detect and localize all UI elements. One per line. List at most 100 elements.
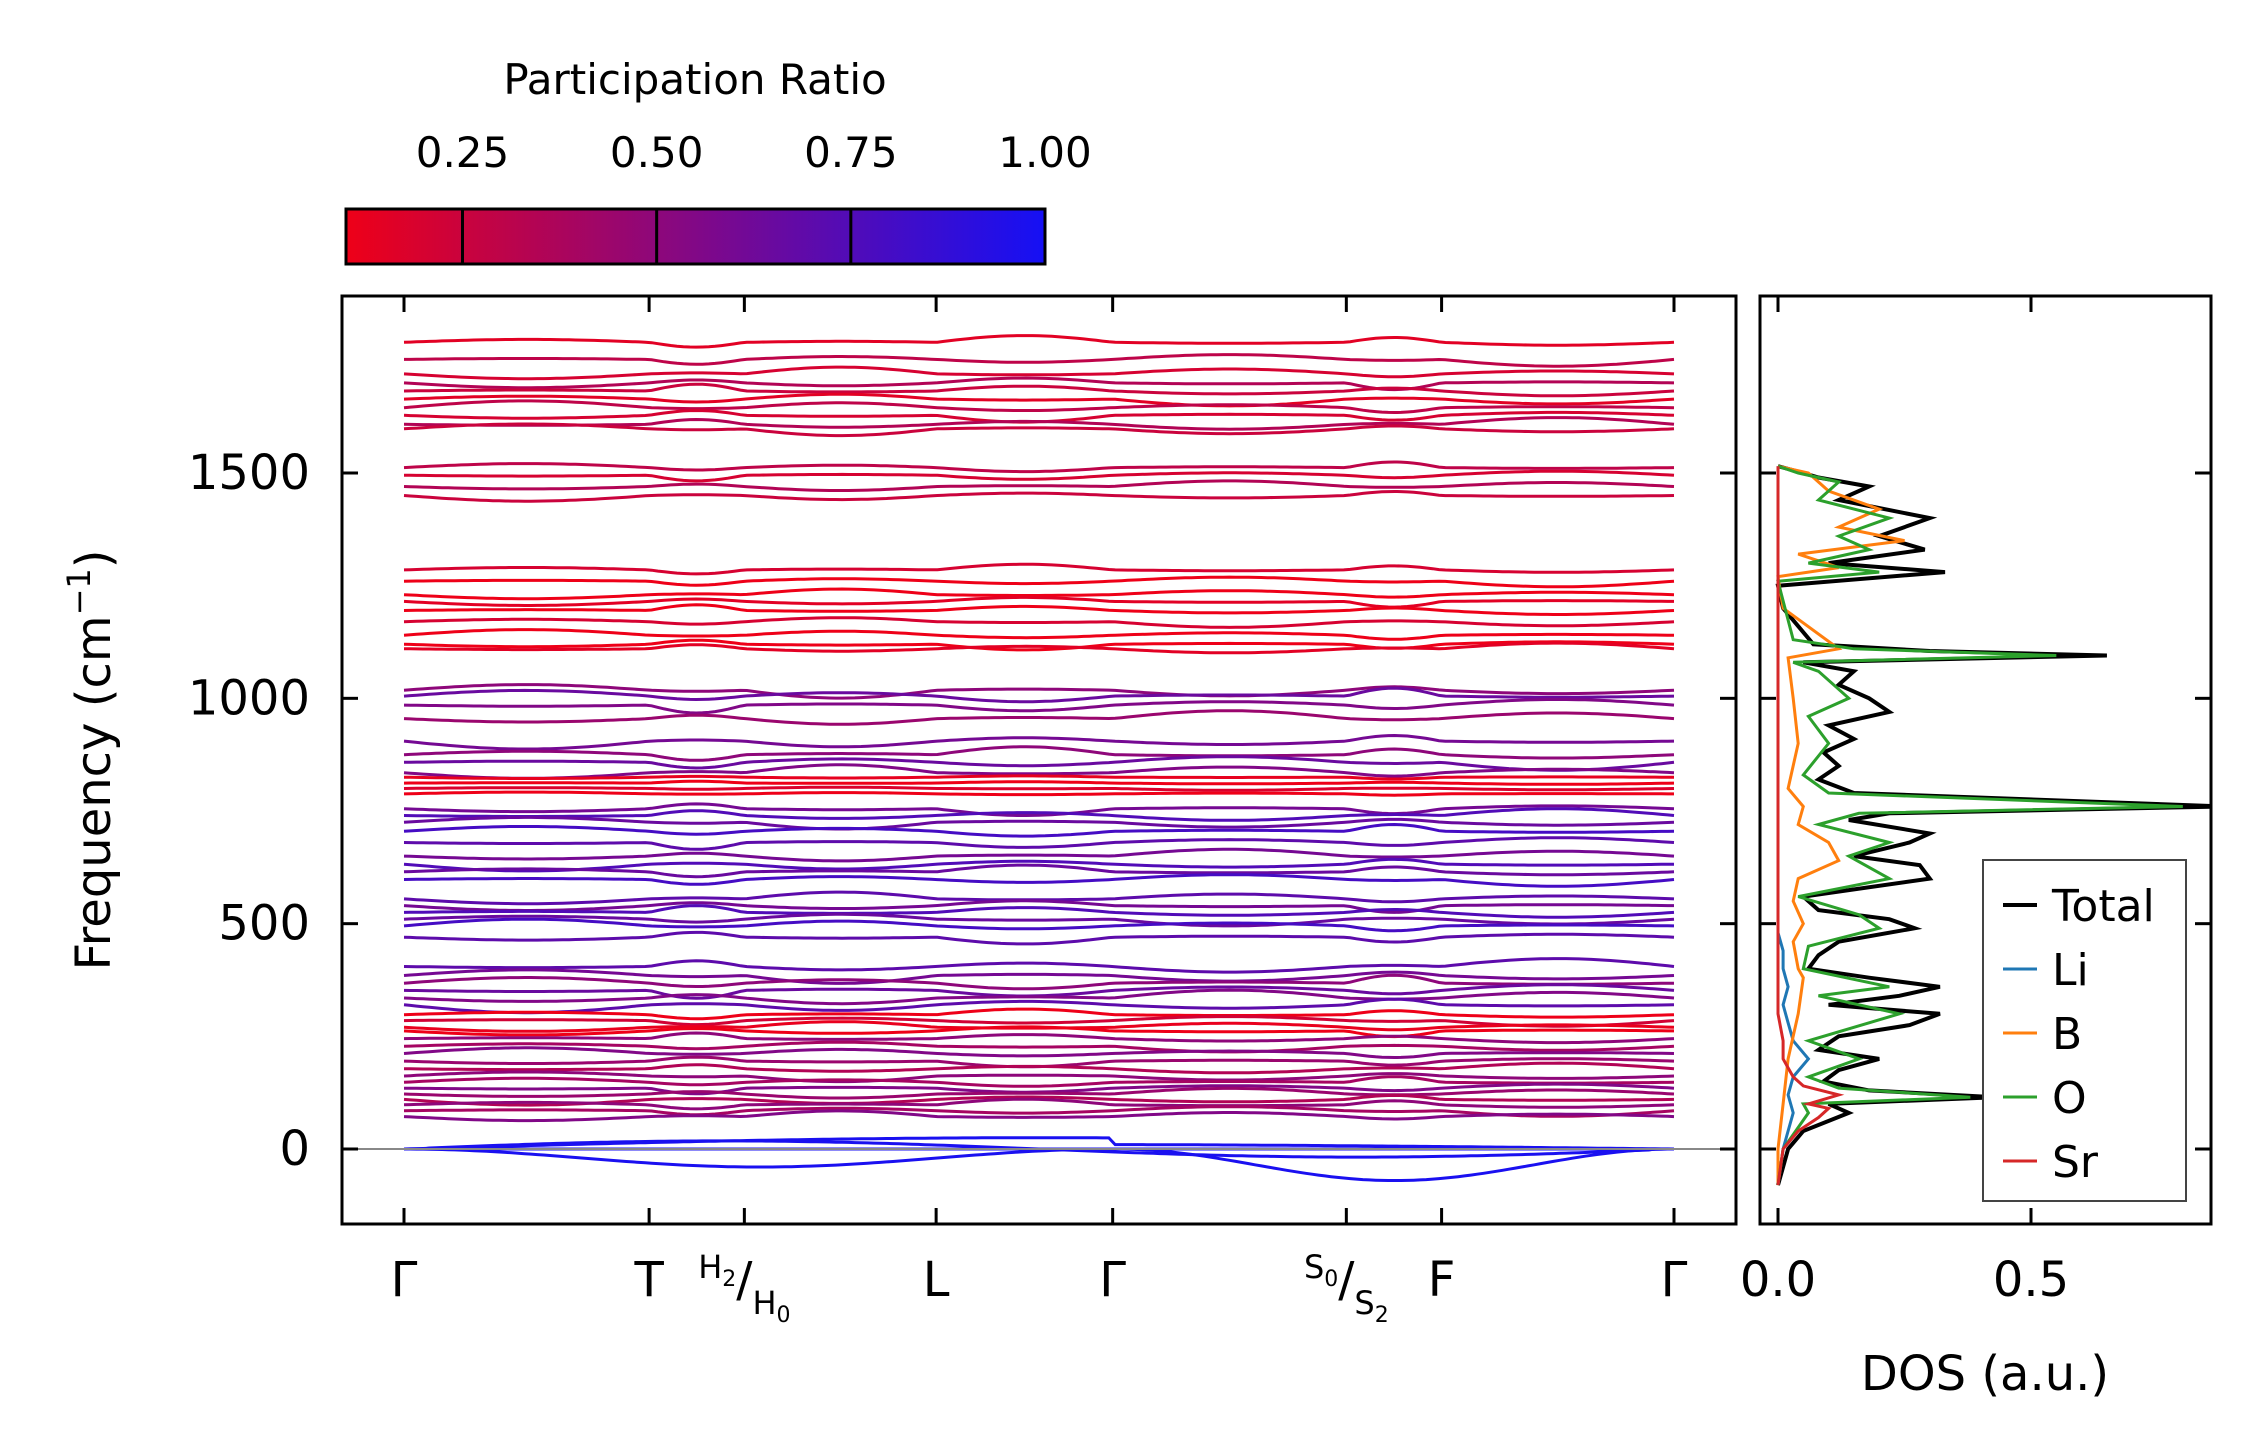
phonon-band: [403, 1086, 1675, 1100]
dos-x-axis-label: DOS (a.u.): [1861, 1346, 2109, 1402]
acoustic-band: [404, 1147, 1674, 1182]
y-tick-label: 1500: [188, 445, 310, 501]
phonon-band: [403, 863, 1675, 879]
phonon-band: [403, 1031, 1675, 1045]
colorbar-tick-label: 0.75: [804, 128, 898, 177]
phonon-band: [403, 416, 1675, 431]
phonon-band: [403, 422, 1675, 438]
phonon-band: [403, 847, 1675, 863]
phonon-band: [403, 1075, 1675, 1088]
dos-series-b: [1776, 464, 1905, 1186]
band-structure-panel: 0 500 1000 1500 Γ T H2/H0 L Γ S0/S2 F Γ Frequency (…: [60, 294, 1738, 1328]
phonon-band: [403, 815, 1675, 831]
high-symmetry-label: T: [633, 1252, 664, 1308]
phonon-band: [403, 460, 1675, 474]
high-symmetry-label: L: [923, 1252, 950, 1308]
phonon-band: [403, 1007, 1675, 1021]
phonon-band: [403, 930, 1675, 946]
legend-label: Sr: [2052, 1137, 2099, 1188]
phonon-band: [403, 376, 1675, 392]
phonon-band: [403, 1046, 1675, 1060]
phonon-band: [403, 489, 1675, 503]
phonon-band: [403, 382, 1675, 398]
band-axes-frame: [340, 294, 1738, 1226]
legend-frame: [1982, 859, 2187, 1202]
phonon-band: [403, 616, 1675, 629]
phonon-band: [404, 469, 1675, 483]
phonon-band: [403, 628, 1674, 641]
legend-label: Li: [2052, 945, 2089, 996]
dos-axes-frame: [1758, 294, 2213, 1226]
phonon-band: [403, 774, 1674, 781]
phonon-band: [403, 904, 1675, 919]
phonon-band: [403, 755, 1675, 772]
colorbar-gradient: [344, 207, 1047, 266]
dos-x-tick-label: 0.0: [1740, 1252, 1816, 1308]
phonon-band: [403, 479, 1675, 492]
phonon-band: [404, 353, 1675, 368]
phonon-band: [403, 638, 1675, 652]
colorbar: Participation Ratio 0.25 0.50 0.75 1.00: [344, 55, 1092, 266]
phonon-band: [403, 709, 1675, 726]
phonon-band: [403, 1040, 1675, 1054]
colorbar-ticks: 0.25 0.50 0.75 1.00: [416, 128, 1092, 264]
dos-panel: 0.0 0.5 DOS (a.u.) Total Li BO Sr: [1740, 294, 2213, 1402]
phonon-band: [404, 1061, 1675, 1075]
colorbar-tick-label: 0.25: [416, 128, 510, 177]
legend-label: B: [2052, 1009, 2082, 1060]
y-tick-label: 1000: [188, 670, 310, 726]
phonon-band: [403, 595, 1674, 609]
phonon-band: [403, 1025, 1674, 1039]
phonon-band: [403, 822, 1675, 838]
phonon-band: [404, 641, 1675, 655]
phonon-band: [403, 857, 1675, 873]
high-symmetry-label: F: [1428, 1252, 1456, 1308]
phonon-band: [403, 785, 1675, 792]
phonon-band: [403, 988, 1675, 1006]
dos-legend: Total Li BO Sr: [1982, 859, 2187, 1202]
phonon-band: [403, 733, 1675, 751]
phonon-band: [403, 836, 1675, 851]
acoustic-band: [404, 1147, 1674, 1169]
phonon-band: [403, 1014, 1675, 1028]
colorbar-tick-label: 0.50: [610, 128, 704, 177]
dos-series-o: [1776, 464, 2183, 1186]
phonon-band: [403, 392, 1675, 408]
dos-curves: [1775, 464, 2211, 1186]
legend-label: O: [2052, 1073, 2087, 1124]
phonon-band: [403, 807, 1675, 822]
phonon-band: [403, 575, 1675, 589]
phonon-band: [403, 683, 1675, 700]
phonon-band: [403, 802, 1675, 817]
phonon-band: [403, 912, 1675, 928]
band-axes-ticks: 0 500 1000 1500 Γ T H2/H0 L Γ S0/S2 F Γ: [188, 296, 1736, 1328]
high-symmetry-label: Γ: [1099, 1252, 1126, 1308]
phonon-band: [403, 399, 1675, 415]
dos-x-tick-label: 0.5: [1993, 1252, 2069, 1308]
phonon-band: [403, 968, 1675, 985]
phonon-band: [403, 997, 1675, 1015]
phonon-band: [403, 745, 1675, 762]
phonon-band: [403, 763, 1675, 780]
phonon-band: [403, 917, 1675, 933]
phonon-band: [403, 365, 1675, 381]
phonon-band: [403, 587, 1675, 601]
y-tick-label: 0: [279, 1121, 310, 1177]
dos-series-total: [1775, 464, 2211, 1186]
phonon-band: [403, 779, 1675, 786]
phonon-band: [403, 790, 1674, 797]
high-symmetry-label: Γ: [1661, 1252, 1688, 1308]
high-symmetry-label: S0/S2: [1304, 1248, 1389, 1328]
phonon-band: [403, 899, 1674, 914]
y-axis-label: Frequency (cm−1): [60, 549, 122, 970]
dos-axes-ticks: 0.0 0.5: [1740, 296, 2211, 1308]
phonon-bands: [403, 334, 1675, 1182]
y-tick-label: 500: [218, 896, 310, 952]
colorbar-title: Participation Ratio: [503, 55, 886, 104]
phonon-band: [403, 957, 1675, 974]
colorbar-tick-label: 1.00: [998, 128, 1092, 177]
dos-series-sr: [1776, 466, 1845, 1186]
phonon-band: [403, 334, 1675, 349]
phonon-band: [403, 1097, 1675, 1111]
phonon-band: [403, 686, 1675, 704]
